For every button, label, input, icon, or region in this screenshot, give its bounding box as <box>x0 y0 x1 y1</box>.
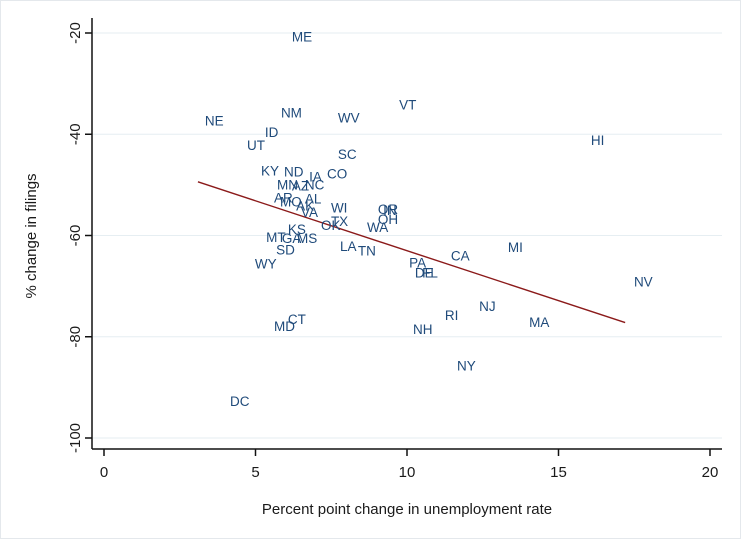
point-label-nm: NM <box>281 106 302 121</box>
point-label-nh: NH <box>413 322 433 337</box>
fit-line-group <box>197 181 626 324</box>
point-label-ca: CA <box>451 248 470 263</box>
point-label-al: AL <box>305 192 322 207</box>
point-label-sd: SD <box>276 242 295 257</box>
point-label-nj: NJ <box>479 299 496 314</box>
point-label-mo: MO <box>280 195 302 210</box>
point-label-mn: MN <box>277 177 298 192</box>
point-label-pa: PA <box>409 255 426 270</box>
point-label-ks: KS <box>288 222 306 237</box>
point-label-fl: FL <box>422 266 438 281</box>
gridlines <box>93 32 722 439</box>
point-label-la: LA <box>340 239 357 254</box>
point-label-dc: DC <box>230 394 250 409</box>
point-label-ne: NE <box>205 114 224 129</box>
point-label-ct: CT <box>288 312 306 327</box>
point-label-vt: VT <box>399 97 416 112</box>
x-tick-label: 20 <box>702 464 719 481</box>
y-tick-label: -20 <box>67 22 84 44</box>
point-label-co: CO <box>327 166 347 181</box>
x-tick-label: 10 <box>399 464 416 481</box>
y-tick-label: -80 <box>67 326 84 348</box>
point-label-or: OR <box>378 202 399 217</box>
x-tick-label: 5 <box>251 464 259 481</box>
point-label-mi: MI <box>508 240 523 255</box>
point-label-sc: SC <box>338 147 357 162</box>
point-label-mt: MT <box>266 230 286 245</box>
point-label-ky: KY <box>261 163 279 178</box>
point-label-az: AZ <box>292 178 309 193</box>
point-label-nc: NC <box>305 177 325 192</box>
point-label-nd: ND <box>284 164 304 179</box>
y-axis-title: % change in filings <box>23 173 40 298</box>
point-label-ar: AR <box>274 191 293 206</box>
y-tick-label: -100 <box>67 423 84 453</box>
axes <box>91 18 722 450</box>
point-label-wy: WY <box>255 256 277 271</box>
point-label-ms: MS <box>297 231 317 246</box>
point-label-ut: UT <box>247 138 265 153</box>
point-label-ia: IA <box>309 169 322 184</box>
point-label-in: IN <box>383 203 397 218</box>
y-tick-label: -40 <box>67 123 84 145</box>
point-label-tn: TN <box>358 243 376 258</box>
point-label-tx: TX <box>331 214 348 229</box>
point-label-id: ID <box>265 125 279 140</box>
point-label-wi: WI <box>331 201 348 216</box>
x-tick-label: 15 <box>550 464 567 481</box>
point-label-wv: WV <box>338 111 360 126</box>
point-label-wa: WA <box>367 220 388 235</box>
point-label-ga: GA <box>282 231 302 246</box>
x-ticks: 0 5 10 15 20 <box>100 449 719 481</box>
x-axis-title: Percent point change in unemployment rat… <box>262 501 552 518</box>
point-label-ri: RI <box>445 308 459 323</box>
point-label-ny: NY <box>457 359 476 374</box>
point-label-oh: OH <box>378 212 398 227</box>
point-label-nv: NV <box>634 275 653 290</box>
y-ticks: -20 -40 -60 -80 -100 <box>67 22 92 453</box>
y-tick-label: -60 <box>67 225 84 247</box>
point-label-ok: OK <box>321 218 341 233</box>
point-label-me: ME <box>292 30 312 45</box>
point-label-ma: MA <box>529 315 549 330</box>
point-label-hi: HI <box>591 133 605 148</box>
x-tick-label: 0 <box>100 464 108 481</box>
fit-line <box>197 181 626 324</box>
point-label-ak: AK <box>296 199 314 214</box>
point-label-de: DE <box>415 266 434 281</box>
point-label-va: VA <box>301 205 318 220</box>
point-label-md: MD <box>274 319 295 334</box>
